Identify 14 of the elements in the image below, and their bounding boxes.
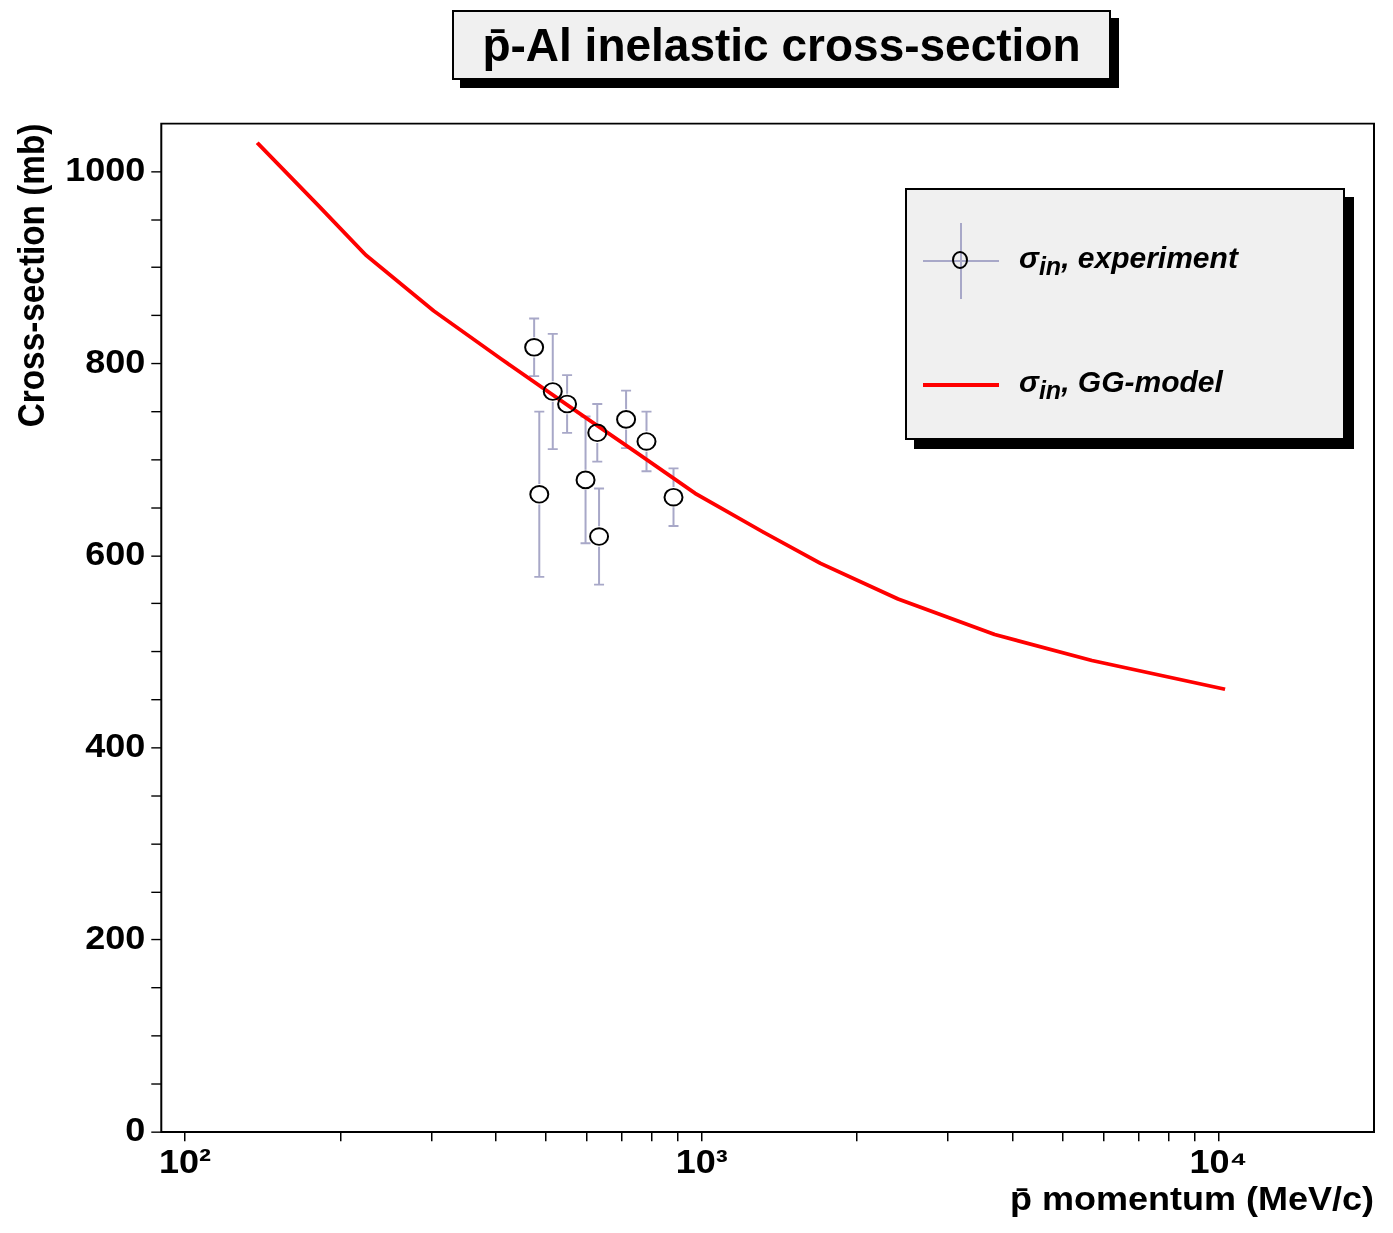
y-tick-label: 1000 — [65, 150, 146, 188]
x-tick-label: 10² — [158, 1143, 211, 1180]
chart-title: p̄-Al inelastic cross-section — [452, 10, 1111, 80]
legend-label: σ$_{in}$, GG-model — [1019, 365, 1223, 405]
y-tick-label: 0 — [125, 1111, 146, 1148]
y-tick-label: 400 — [85, 727, 146, 764]
x-tick-label: 10⁴ — [1189, 1143, 1248, 1180]
legend-label: σ$_{in}$, experiment — [1019, 241, 1238, 281]
x-axis-title: p̄ momentum (MeV/c) — [1010, 1180, 1374, 1218]
x-tick-label: 10³ — [675, 1143, 728, 1180]
y-tick-label: 200 — [85, 919, 146, 956]
y-tick-label: 600 — [85, 535, 146, 572]
y-tick-label: 800 — [85, 343, 146, 380]
y-axis-title: Cross-section (mb) — [11, 123, 51, 428]
